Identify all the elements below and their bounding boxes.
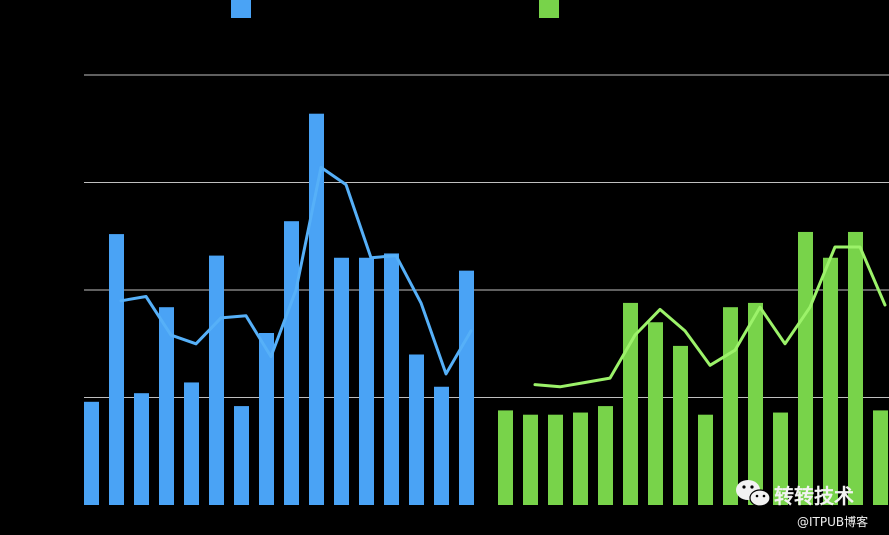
bar [459,270,474,505]
legend-swatch [231,0,251,18]
legend [231,0,559,18]
bar [723,307,738,505]
bar [284,221,299,505]
bar [873,410,888,505]
wechat-icon [736,480,771,507]
bar [823,257,838,505]
bar [184,382,199,505]
bar [623,302,638,505]
bar [134,393,149,505]
bar [598,406,613,505]
bar [234,406,249,505]
bar [434,386,449,505]
legend-swatch [539,0,559,18]
bar [673,345,688,505]
bar [798,231,813,505]
bar [573,412,588,505]
gridlines [84,74,889,398]
bar [848,231,863,505]
bar [109,234,124,505]
trend-line [119,165,473,376]
bar [384,253,399,505]
watermark-subtitle: @ITPUB博客 [797,514,868,529]
bar [548,414,563,505]
trend-line [533,245,887,389]
bar [523,414,538,505]
bar [698,414,713,505]
bar [648,322,663,505]
bar [159,307,174,505]
trend-lines [119,165,887,389]
bar [209,255,224,505]
bar [359,257,374,505]
bar [748,302,763,505]
bars [84,113,888,505]
bar [773,412,788,505]
bar [498,410,513,505]
bar [309,113,324,505]
bar [409,354,424,505]
bar [259,333,274,505]
bar [334,257,349,505]
bar [84,401,99,505]
watermark: 转转技术 @ITPUB博客 [736,480,868,529]
watermark-title: 转转技术 [774,484,854,508]
